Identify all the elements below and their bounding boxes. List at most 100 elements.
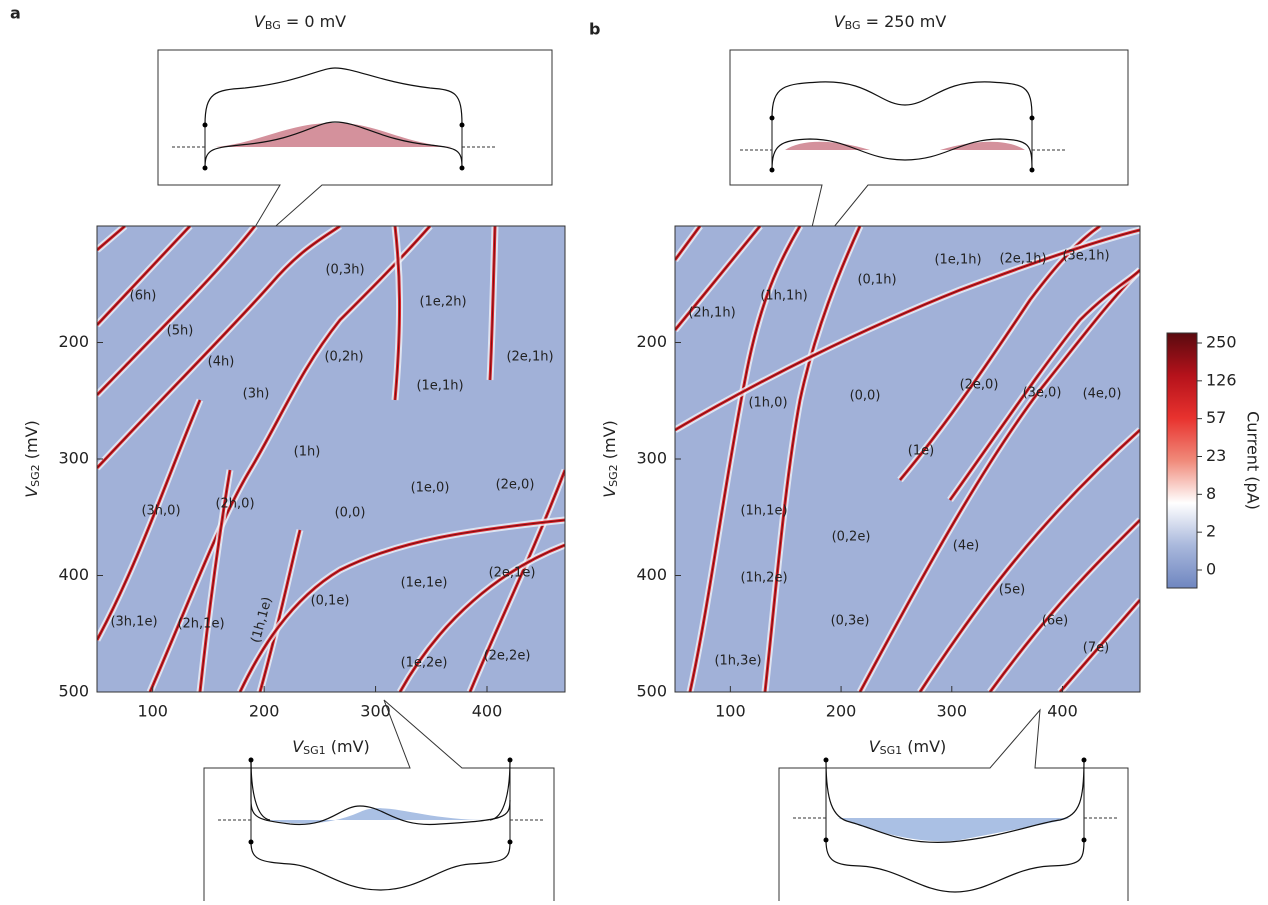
- region-label: (0,2h): [324, 350, 363, 365]
- transition-core: [675, 226, 761, 331]
- y-axis-label-text: (mV): [22, 420, 41, 464]
- panel-title-symbol: V: [254, 12, 266, 31]
- panel-title: VBG = 250 mV: [834, 12, 947, 33]
- region-label: (0,2e): [832, 530, 871, 545]
- colorbar-tick-label: 23: [1206, 446, 1226, 465]
- transition-lines: [97, 226, 565, 692]
- transition-core: [149, 226, 431, 692]
- y-tick-label: 500: [636, 682, 667, 701]
- panel-title-subscript: BG: [265, 19, 281, 32]
- region-label: (2e,0): [496, 478, 535, 493]
- region-label: (1h,1h): [760, 289, 807, 304]
- transition-core: [919, 429, 1140, 692]
- region-label: (1h): [294, 445, 321, 460]
- y-tick-label: 500: [58, 682, 89, 701]
- transition-core: [97, 226, 341, 469]
- x-tick-label: 100: [137, 702, 168, 721]
- y-tick-label: 200: [636, 332, 667, 351]
- x-tick-label: 200: [249, 702, 280, 721]
- region-label: (4h): [208, 355, 235, 370]
- y-axis-label-text: (mV): [600, 420, 619, 464]
- x-axis-label-subscript: SG1: [303, 744, 326, 757]
- colorbar-tick-label: 8: [1206, 484, 1216, 503]
- transition-core: [469, 469, 565, 692]
- transition-core: [1059, 599, 1140, 692]
- region-label: (2e,1h): [506, 350, 553, 365]
- region-label: (1h,1e): [740, 504, 787, 519]
- region-label: (2h,0): [215, 497, 254, 512]
- region-label: (0,3h): [325, 263, 364, 278]
- region-label: (2e,1e): [489, 566, 536, 581]
- transition-core: [989, 519, 1140, 692]
- transition-core: [199, 469, 231, 692]
- x-axis-label-subscript: SG1: [880, 744, 903, 757]
- band-diagrams: [157, 49, 1129, 901]
- region-label: (4e,0): [1083, 387, 1122, 402]
- panel-title-text: = 250 mV: [861, 12, 947, 31]
- region-label: (2e,1h): [999, 252, 1046, 267]
- y-axis-label-symbol: V: [22, 486, 41, 498]
- y-tick-label: 300: [636, 449, 667, 468]
- x-tick-label: 400: [472, 702, 503, 721]
- region-label: (3e,0): [1023, 386, 1062, 401]
- y-tick-label: 400: [636, 565, 667, 584]
- colorbar-tick-label: 126: [1206, 370, 1237, 389]
- transition-core: [675, 226, 701, 261]
- transition-core: [489, 226, 496, 381]
- region-label: (1h,2e): [740, 571, 787, 586]
- region-label: (1h,3e): [714, 654, 761, 669]
- x-axis-label-symbol: V: [869, 737, 881, 756]
- region-label: (1e,1e): [401, 576, 448, 591]
- region-label: (1e): [908, 444, 934, 459]
- heatmap: [675, 226, 1140, 692]
- transition-core: [764, 226, 861, 692]
- transition-core: [859, 269, 1140, 692]
- region-label: (0,1h): [857, 273, 896, 288]
- region-label: (1e,1h): [934, 253, 981, 268]
- transition-core: [97, 399, 201, 641]
- region-label: (0,1e): [311, 594, 350, 609]
- colorbar-tick-label: 0: [1206, 560, 1216, 579]
- transition-core: [689, 226, 801, 692]
- region-label: (2h,1e): [177, 617, 224, 632]
- y-axis-label: VSG2 (mV): [600, 420, 621, 498]
- region-label: (0,0): [335, 506, 366, 521]
- colorbar-tick-label: 57: [1206, 408, 1226, 427]
- region-label: (1e,2e): [401, 656, 448, 671]
- region-label: (4e): [953, 539, 979, 554]
- y-tick-label: 300: [58, 449, 89, 468]
- transition-core: [97, 226, 126, 251]
- x-tick-label: 300: [937, 702, 968, 721]
- transition-core: [675, 229, 1140, 431]
- panel-label: b: [589, 20, 600, 39]
- region-label: (0,0): [850, 389, 881, 404]
- y-tick-label: 400: [58, 565, 89, 584]
- region-label: (2e,0): [960, 378, 999, 393]
- colorbar: [1166, 332, 1198, 589]
- x-axis-label-text: (mV): [902, 737, 946, 756]
- region-label: (3h,1e): [110, 615, 157, 630]
- colorbar-tick-label: 250: [1206, 333, 1237, 352]
- colorbar-label: Current (pA): [1244, 411, 1263, 510]
- panel-label: a: [10, 4, 21, 23]
- colorbar-tick-label: 2: [1206, 522, 1216, 541]
- region-label: (1e,1h): [416, 379, 463, 394]
- transition-core: [394, 226, 401, 401]
- transition-core: [949, 269, 1140, 501]
- region-label: (5h): [167, 324, 194, 339]
- y-axis-label: VSG2 (mV): [22, 420, 43, 498]
- transition-core: [97, 226, 191, 326]
- panel-title-text: = 0 mV: [281, 12, 346, 31]
- x-tick-label: 100: [715, 702, 746, 721]
- x-axis-label-text: (mV): [326, 737, 370, 756]
- y-axis-label-subscript: SG2: [607, 464, 620, 487]
- x-axis-label: VSG1 (mV): [292, 737, 370, 758]
- region-label: (1e,2h): [419, 295, 466, 310]
- transition-lines: [675, 226, 1140, 692]
- y-tick-label: 200: [58, 332, 89, 351]
- x-tick-label: 300: [360, 702, 391, 721]
- region-label: (3h,0): [141, 504, 180, 519]
- transition-core: [239, 519, 565, 692]
- transition-core: [97, 226, 256, 396]
